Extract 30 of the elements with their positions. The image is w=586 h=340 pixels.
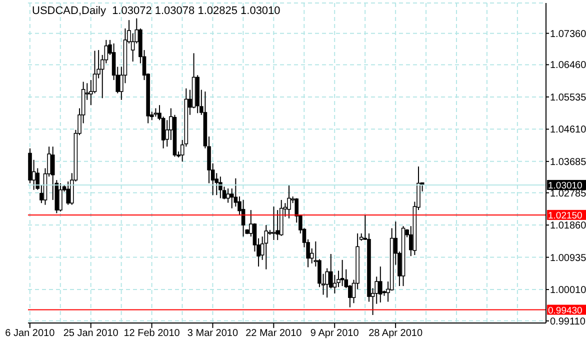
ref-line-label: 1.02150: [548, 210, 582, 222]
candlestick: [264, 224, 268, 270]
candlestick: [378, 266, 382, 303]
chart-title: USDCAD,Daily 1.03072 1.03078 1.02825 1.03010: [32, 5, 280, 17]
candlestick: [272, 206, 276, 241]
x-tick-label: 28 Apr 2010: [368, 328, 423, 339]
x-tick-label: 6 Jan 2010: [5, 328, 56, 339]
candlestick: [66, 180, 70, 206]
y-tick-label: 1.05535: [550, 92, 586, 104]
y-tick-label: 1.06460: [550, 60, 586, 72]
y-tick-label: 1.07360: [550, 28, 586, 40]
y-tick-label: 1.04610: [550, 124, 586, 136]
ref-line-label: 0.99430: [548, 305, 582, 316]
y-tick-label: 0.99110: [550, 316, 586, 328]
y-tick-label: 1.03685: [550, 156, 586, 168]
candlestick: [218, 176, 222, 199]
y-tick-label: 1.00010: [550, 285, 586, 296]
candlestick: [58, 182, 62, 212]
candlestick: [287, 184, 291, 219]
candlestick: [332, 274, 337, 294]
candlestick: [325, 268, 329, 298]
x-tick-label: 9 Apr 2010: [310, 328, 360, 339]
y-tick-label: 1.01860: [550, 220, 586, 232]
x-tick-label: 25 Jan 2010: [63, 328, 119, 339]
x-tick-label: 12 Feb 2010: [124, 328, 180, 339]
candlestick: [340, 259, 344, 287]
y-tick-label: 1.00935: [550, 252, 586, 264]
candlestick: [276, 210, 280, 241]
x-tick-label: 3 Mar 2010: [187, 328, 238, 339]
x-tick-label: 22 Mar 2010: [246, 328, 302, 339]
